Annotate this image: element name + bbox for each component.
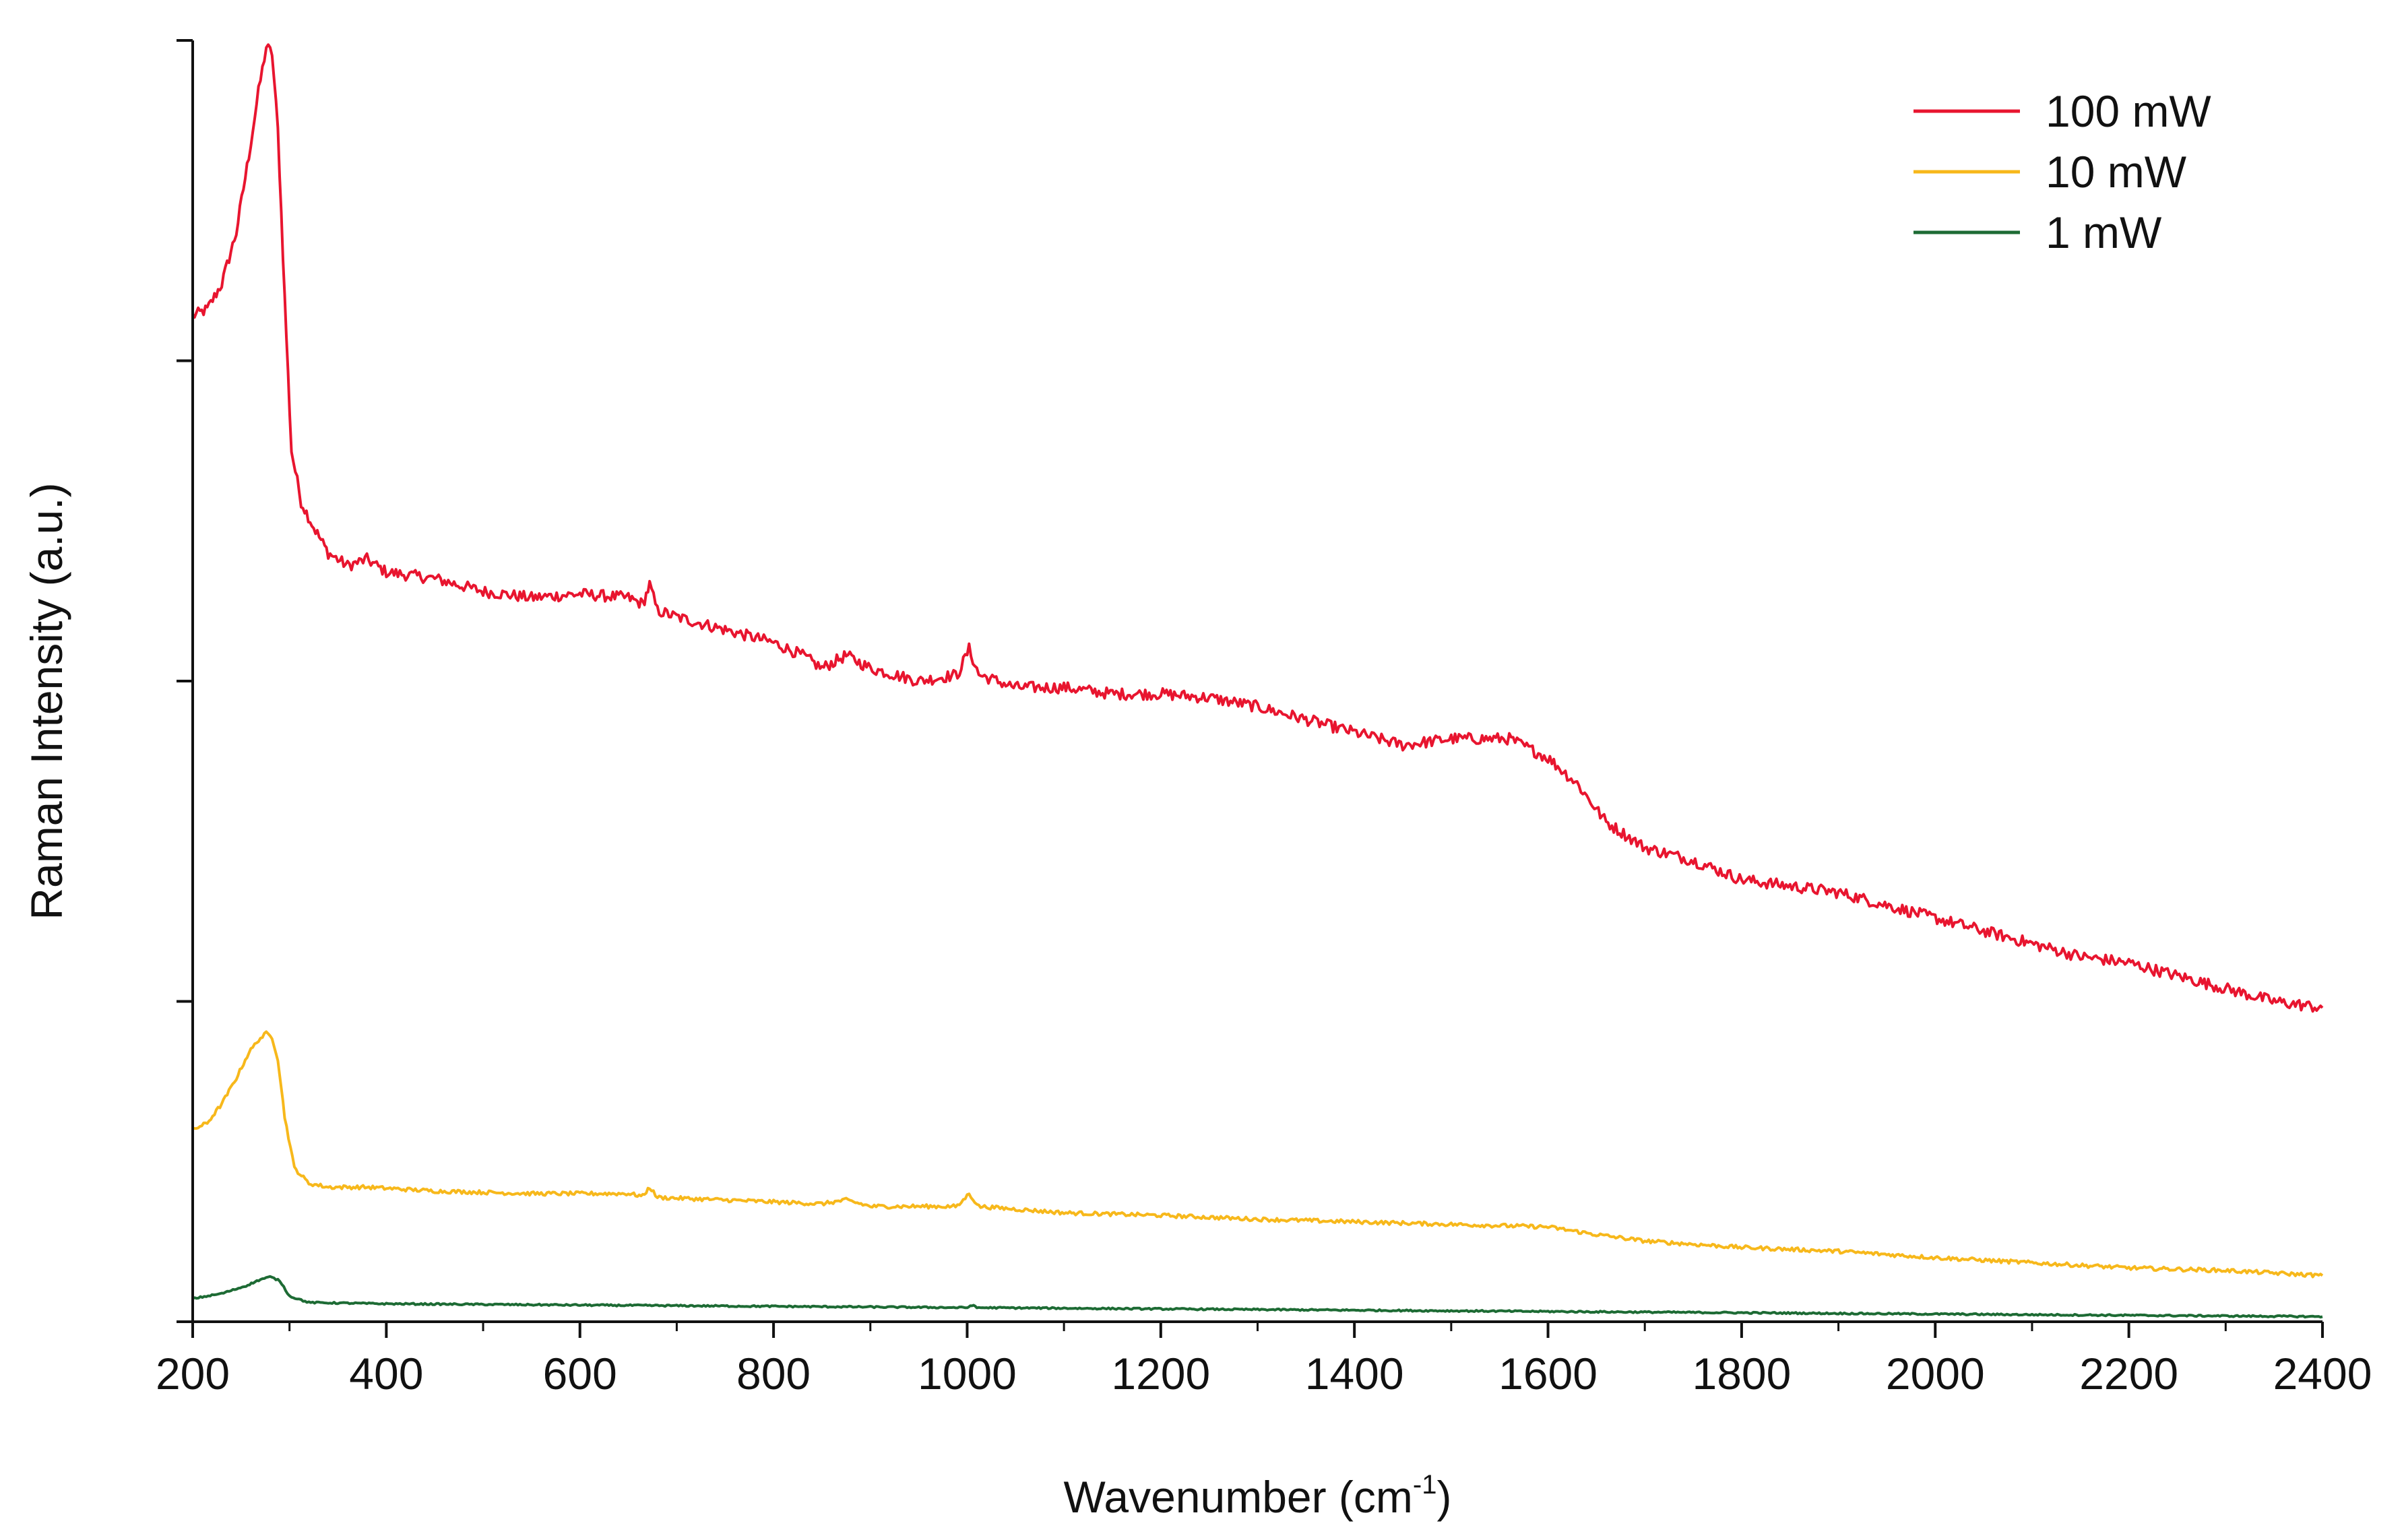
x-tick-label: 1000 <box>918 1349 1017 1399</box>
x-tick-label: 2000 <box>1886 1349 1985 1399</box>
x-axis-title: Wavenumber (cm-1) <box>1064 1470 1452 1522</box>
x-tick-label: 2200 <box>2079 1349 2178 1399</box>
y-axis-title: Raman Intensity (a.u.) <box>22 482 71 920</box>
plot-lines <box>191 43 2324 1319</box>
x-tick-label: 2400 <box>2273 1349 2372 1399</box>
series-line-100-mw <box>191 43 2324 1013</box>
series-line-10-mw <box>192 1030 2324 1279</box>
x-tick-label: 800 <box>736 1349 811 1399</box>
x-tick-label: 200 <box>156 1349 230 1399</box>
legend-label: 100 mW <box>2046 86 2211 136</box>
y-axis-ticks <box>177 39 193 1323</box>
x-tick-label: 1400 <box>1305 1349 1404 1399</box>
legend: 100 mW 10 mW 1 mW <box>1913 86 2211 257</box>
series-line-1-mw <box>191 1275 2323 1319</box>
x-tick-label: 1200 <box>1111 1349 1210 1399</box>
x-axis-ticks: 200 400 600 800 1000 1200 1400 1600 1800 2000 2200… <box>156 1322 2372 1399</box>
x-tick-label: 400 <box>349 1349 423 1399</box>
x-tick-label: 1800 <box>1692 1349 1791 1399</box>
legend-label: 10 mW <box>2046 147 2187 197</box>
x-tick-label: 1600 <box>1498 1349 1598 1399</box>
x-tick-label: 600 <box>543 1349 617 1399</box>
legend-label: 1 mW <box>2046 207 2162 257</box>
